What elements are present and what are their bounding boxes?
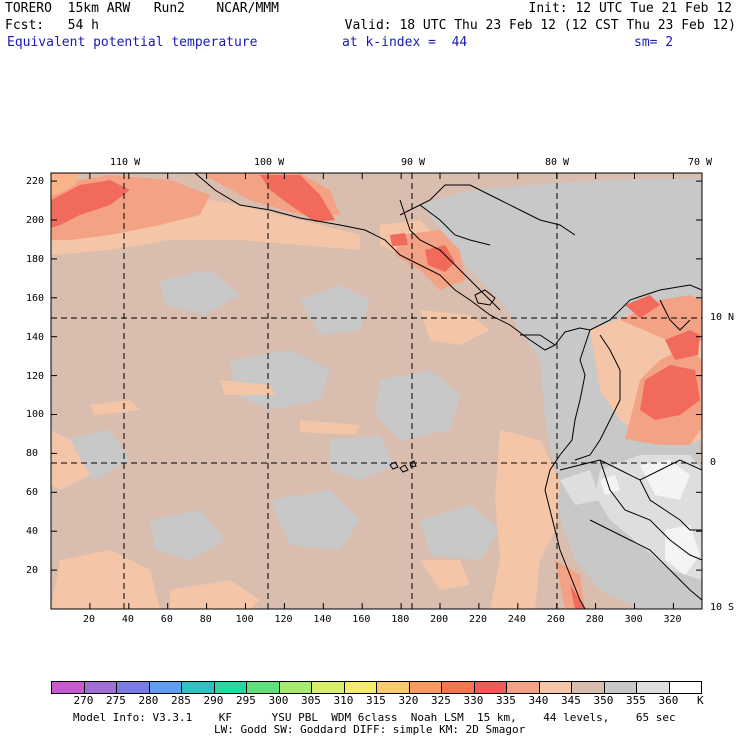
colorbar-swatch bbox=[278, 681, 311, 694]
lat-label: 10 S bbox=[710, 602, 735, 613]
grid-label-x: 300 bbox=[624, 614, 643, 625]
colorbar-label: 320 bbox=[398, 694, 419, 707]
colorbar-label: 345 bbox=[561, 694, 581, 707]
colorbar-swatch bbox=[246, 681, 279, 694]
forecast-hour: Fcst: 54 h bbox=[5, 18, 99, 33]
colorbar-label: 270 bbox=[73, 694, 94, 707]
colorbar-label: 330 bbox=[463, 694, 484, 707]
colorbar-swatch bbox=[571, 681, 604, 694]
grid-label-x: 280 bbox=[585, 614, 604, 625]
colorbar-swatch bbox=[311, 681, 344, 694]
grid-label-y: 80 bbox=[26, 448, 39, 460]
colorbar-label: 360 bbox=[658, 694, 679, 707]
colorbar-label: 275 bbox=[106, 694, 126, 707]
colorbar-swatch bbox=[636, 681, 669, 694]
map-frame bbox=[50, 172, 703, 610]
smoothing-info: sm= 2 bbox=[634, 35, 674, 50]
grid-label-x: 100 bbox=[235, 614, 254, 625]
grid-label-x: 240 bbox=[507, 614, 526, 625]
grid-label-x: 120 bbox=[274, 614, 293, 625]
physics-info: LW: Godd SW: Goddard DIFF: simple KM: 2D… bbox=[214, 723, 526, 736]
colorbar-swatch bbox=[148, 681, 181, 694]
colorbar-swatch bbox=[506, 681, 539, 694]
colorbar-swatch bbox=[603, 681, 636, 694]
grid-label-x: 40 bbox=[121, 614, 134, 625]
lon-label: 90 W bbox=[401, 157, 426, 168]
colorbar-unit: K bbox=[697, 694, 704, 707]
axis-ticks bbox=[50, 173, 702, 610]
colorbar-label: 305 bbox=[301, 694, 321, 707]
colorbar-label: 355 bbox=[626, 694, 646, 707]
colorbar-swatch bbox=[116, 681, 149, 694]
colorbar-label: 325 bbox=[431, 694, 451, 707]
grid-label-y: 100 bbox=[26, 409, 45, 421]
grid-label-x: 140 bbox=[313, 614, 332, 625]
grid-label-x: 180 bbox=[391, 614, 410, 625]
valid-time: Valid: 18 UTC Thu 23 Feb 12 (12 CST Thu … bbox=[344, 18, 736, 33]
lon-label: 100 W bbox=[254, 157, 285, 168]
colorbar-swatch bbox=[376, 681, 409, 694]
lat-label: 0 bbox=[710, 457, 717, 468]
grid-label-x: 220 bbox=[469, 614, 488, 625]
colorbar-swatch bbox=[668, 681, 702, 694]
grid-label-y: 60 bbox=[26, 487, 39, 499]
graticule bbox=[51, 173, 702, 609]
colorbar-label: 290 bbox=[203, 694, 224, 707]
grid-label-x: 160 bbox=[352, 614, 371, 625]
lat-label: 10 N bbox=[710, 312, 735, 323]
orange-region bbox=[51, 173, 80, 195]
colorbar-label: 340 bbox=[528, 694, 549, 707]
grid-label-x: 320 bbox=[663, 614, 682, 625]
grid-label-x: 20 bbox=[83, 614, 96, 625]
colorbar-swatch bbox=[51, 681, 84, 694]
grid-label-x: 200 bbox=[430, 614, 449, 625]
colorbar-label: 280 bbox=[138, 694, 159, 707]
colorbar-swatch bbox=[213, 681, 246, 694]
grid-label-y: 160 bbox=[26, 292, 45, 304]
colorbar-label: 300 bbox=[268, 694, 289, 707]
grid-label-y: 200 bbox=[26, 214, 45, 226]
model-title: TORERO 15km ARW Run2 NCAR/MMM bbox=[5, 1, 279, 16]
coastlines bbox=[194, 173, 702, 609]
lon-label: 70 W bbox=[688, 157, 713, 168]
colorbar-label: 350 bbox=[593, 694, 614, 707]
grid-label-y: 120 bbox=[26, 370, 45, 382]
grid-label-y: 180 bbox=[26, 253, 45, 265]
colorbar-label: 295 bbox=[236, 694, 256, 707]
colorbar-swatch bbox=[441, 681, 474, 694]
grid-label-x: 60 bbox=[160, 614, 173, 625]
init-time: Init: 12 UTC Tue 21 Feb 12 bbox=[528, 1, 733, 16]
level-info: at k-index = 44 bbox=[342, 35, 468, 50]
colorbar-label: 335 bbox=[496, 694, 516, 707]
colorbar-swatch bbox=[83, 681, 116, 694]
lon-label: 110 W bbox=[110, 157, 141, 168]
grid-label-x: 260 bbox=[546, 614, 565, 625]
grid-label-y: 220 bbox=[26, 176, 45, 187]
field-name: Equivalent potential temperature bbox=[7, 35, 258, 50]
colorbar-swatch bbox=[538, 681, 571, 694]
colorbar-swatch bbox=[473, 681, 506, 694]
grid-label-x: 80 bbox=[199, 614, 212, 625]
colorbar-label: 285 bbox=[171, 694, 191, 707]
grid-label-y: 40 bbox=[26, 526, 39, 538]
colorbar-swatch bbox=[343, 681, 376, 694]
lon-label: 80 W bbox=[545, 157, 570, 168]
model-info: Model Info: V3.3.1 KF YSU PBL WDM 6class… bbox=[73, 711, 676, 724]
white-region bbox=[600, 460, 700, 575]
colorbar-swatch bbox=[408, 681, 441, 694]
colorbar-label: 310 bbox=[333, 694, 354, 707]
colorbar-swatch bbox=[181, 681, 214, 694]
colorbar-label: 315 bbox=[366, 694, 386, 707]
grid-label-y: 140 bbox=[26, 331, 45, 343]
grid-label-y: 20 bbox=[26, 565, 39, 576]
